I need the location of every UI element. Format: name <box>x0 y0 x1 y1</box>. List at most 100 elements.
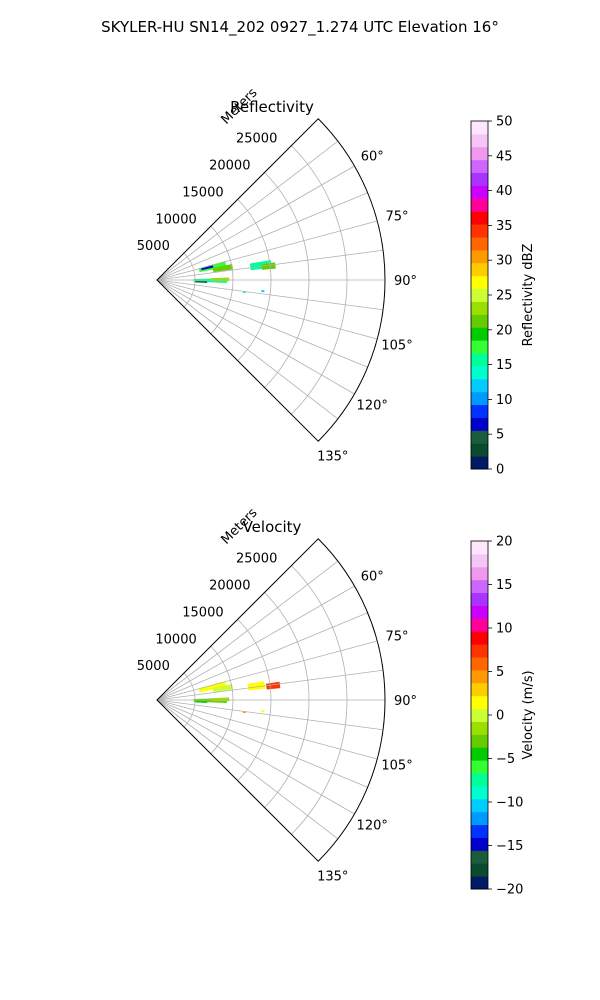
reflectivity-cb-band-18 <box>471 224 488 238</box>
velocity-cb-band-7 <box>471 785 488 800</box>
reflectivity-cb-band-4 <box>471 404 488 418</box>
velocity-cb-band-10 <box>471 747 488 761</box>
reflectivity-cb-label: Reflectivity dBZ <box>521 244 536 347</box>
reflectivity-cb-tick-9: 45 <box>496 149 513 164</box>
reflectivity-cb-band-23 <box>471 159 488 174</box>
velocity-cb-band-15 <box>471 682 488 697</box>
velocity-cb-tick-4: 0 <box>496 709 504 724</box>
reflectivity-aztick-1: 75° <box>386 210 409 225</box>
velocity-echo-5 <box>210 697 230 702</box>
velocity-cb-band-12 <box>471 721 488 735</box>
velocity-radial-67.5 <box>156 612 368 701</box>
velocity-cb-band-4 <box>471 824 488 838</box>
reflectivity-aztick-0: 60° <box>361 150 384 165</box>
velocity-cb-tick-8: 20 <box>496 535 513 550</box>
velocity-cb-band-14 <box>471 695 488 710</box>
velocity-cb-tick-5: 5 <box>496 665 504 680</box>
velocity-radial-105 <box>156 699 378 760</box>
reflectivity-cb-band-22 <box>471 172 488 186</box>
reflectivity-radial-97.5 <box>156 279 384 311</box>
reflectivity-radial-75 <box>156 220 378 281</box>
velocity-cb-band-5 <box>471 811 488 826</box>
velocity-aztick-5: 135° <box>317 870 348 885</box>
reflectivity-radial-127.5 <box>156 279 339 420</box>
velocity-aztick-3: 105° <box>381 758 412 773</box>
velocity-cb-band-22 <box>471 592 488 606</box>
velocity-cb-tick-2: −10 <box>496 796 523 811</box>
velocity-cb-band-26 <box>471 541 488 555</box>
velocity-cb-band-16 <box>471 669 488 684</box>
velocity-radial-112.5 <box>156 699 368 788</box>
velocity-cb-tick-0: −20 <box>496 883 523 898</box>
velocity-radial-75 <box>156 640 378 701</box>
velocity-rtick-2: 15000 <box>182 605 223 620</box>
velocity-echo-6 <box>194 700 208 704</box>
reflectivity-cb-tick-10: 50 <box>496 115 513 130</box>
velocity-cb-band-2 <box>471 850 488 864</box>
reflectivity-cb-band-12 <box>471 301 488 315</box>
velocity-echo-8 <box>261 710 265 713</box>
reflectivity-cb-band-19 <box>471 211 488 225</box>
reflectivity-cb-band-13 <box>471 288 488 302</box>
reflectivity-cb-band-6 <box>471 378 488 393</box>
reflectivity-rtick-1: 10000 <box>155 212 196 227</box>
reflectivity-cb-tick-4: 20 <box>496 323 513 338</box>
reflectivity-cb-tick-7: 35 <box>496 219 513 234</box>
velocity-cb-band-25 <box>471 553 488 568</box>
velocity-echo-1 <box>212 684 234 693</box>
reflectivity-cb-band-10 <box>471 327 488 341</box>
reflectivity-cb-tick-8: 40 <box>496 184 513 199</box>
reflectivity-cb-band-24 <box>471 146 488 161</box>
reflectivity-cb-tick-0: 0 <box>496 463 504 478</box>
reflectivity-cb-tick-2: 10 <box>496 393 513 408</box>
reflectivity-grid <box>156 140 385 420</box>
figure-title: SKYLER-HU SN14_202 0927_1.274 UTC Elevat… <box>101 18 499 37</box>
reflectivity-radial-82.5 <box>156 249 384 281</box>
velocity-echo-2 <box>247 681 266 691</box>
velocity-cb-band-6 <box>471 798 488 813</box>
velocity-cb-tick-1: −15 <box>496 839 523 854</box>
velocity-rtick-4: 25000 <box>236 552 277 567</box>
velocity-radial-52.5 <box>156 560 339 701</box>
velocity-cb-band-9 <box>471 760 488 774</box>
velocity-aztick-0: 60° <box>361 570 384 585</box>
reflectivity-cb-band-1 <box>471 443 488 457</box>
reflectivity-radial-105 <box>156 279 378 340</box>
reflectivity-sector-outline <box>156 118 386 442</box>
reflectivity-title: Reflectivity <box>230 98 314 116</box>
velocity-cb-tick-7: 15 <box>496 578 513 593</box>
reflectivity-cb-band-16 <box>471 249 488 264</box>
velocity-cb-band-13 <box>471 708 488 722</box>
reflectivity-cb-tick-1: 5 <box>496 428 504 443</box>
velocity-aztick-4: 120° <box>357 818 388 833</box>
velocity-radial-120 <box>156 699 355 815</box>
reflectivity-cb-tick-3: 15 <box>496 358 513 373</box>
velocity-aztick-2: 90° <box>394 694 417 709</box>
velocity-cb-band-11 <box>471 734 488 748</box>
reflectivity-cb-band-7 <box>471 365 488 380</box>
reflectivity-echo-4 <box>261 262 276 270</box>
reflectivity-cb-band-0 <box>471 456 488 470</box>
reflectivity-rtick-3: 20000 <box>209 159 250 174</box>
reflectivity-radial-52.5 <box>156 140 339 281</box>
reflectivity-cb-tick-6: 30 <box>496 254 513 269</box>
reflectivity-echo-9 <box>261 290 265 293</box>
reflectivity-cb-band-20 <box>471 198 488 212</box>
reflectivity-cb-band-15 <box>471 262 488 277</box>
velocity-cb-band-0 <box>471 876 488 890</box>
velocity-aztick-1: 75° <box>386 630 409 645</box>
velocity-cb-band-1 <box>471 863 488 877</box>
reflectivity-cb-band-3 <box>471 417 488 431</box>
velocity-title: Velocity <box>243 518 302 536</box>
velocity-echo-0 <box>198 681 227 693</box>
reflectivity-cb-band-25 <box>471 133 488 148</box>
velocity-radial-60 <box>156 585 355 701</box>
reflectivity-echo-1 <box>212 264 234 273</box>
velocity-echoes <box>193 681 281 714</box>
reflectivity-cb-band-2 <box>471 430 488 444</box>
reflectivity-rtick-4: 25000 <box>236 132 277 147</box>
reflectivity-echo-7 <box>194 280 208 284</box>
velocity-cb-band-24 <box>471 566 488 581</box>
velocity-panel: Velocity500010000150002000025000Meters60… <box>137 505 536 897</box>
reflectivity-rtick-2: 15000 <box>182 185 223 200</box>
